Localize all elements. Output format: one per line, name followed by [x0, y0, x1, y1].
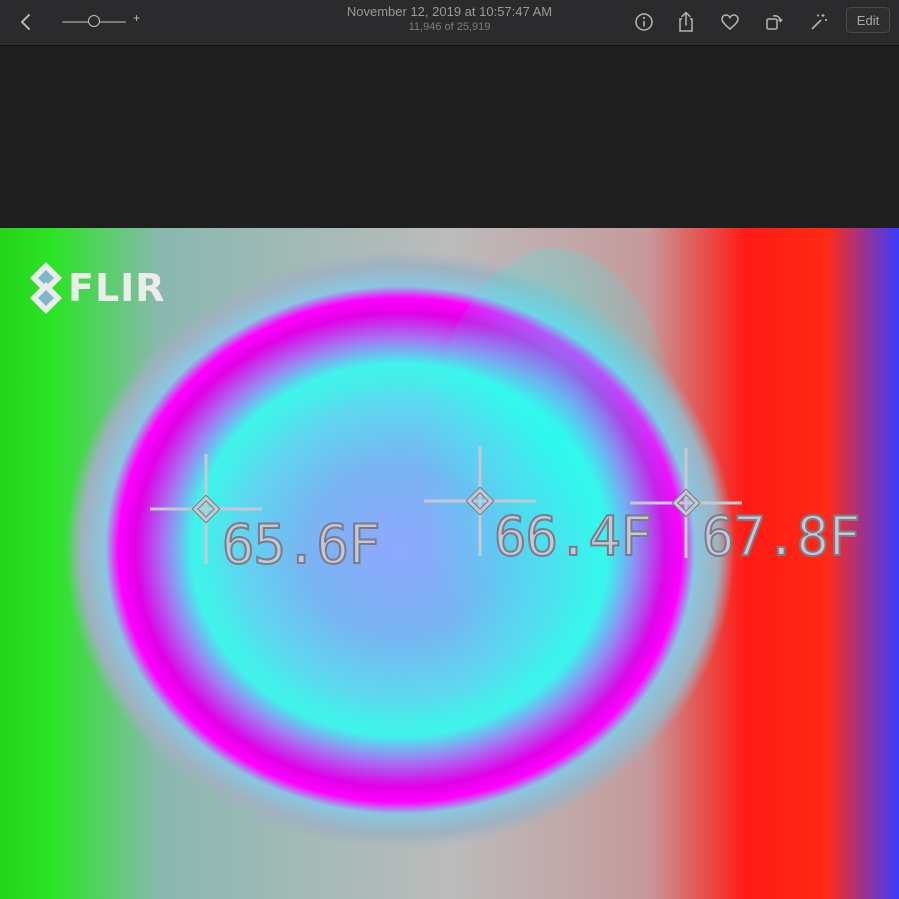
flir-logo-text: FLIR	[68, 266, 166, 310]
back-chevron-icon	[21, 14, 30, 30]
info-button[interactable]	[630, 8, 658, 36]
photo-title: November 12, 2019 at 10:57:47 AM 11,946 …	[0, 4, 899, 34]
photo-viewer-toolbar: + November 12, 2019 at 10:57:47 AM 11,94…	[0, 0, 899, 46]
spot-meter-2-reading: 66.4F	[493, 505, 654, 568]
spot-meter-1-reading: 65.6F	[221, 513, 382, 576]
back-button[interactable]	[12, 8, 40, 36]
thermal-photo[interactable]: FLIR 65.6F 66.4F 67.8F	[0, 228, 899, 899]
edit-button[interactable]: Edit	[846, 7, 890, 33]
favorite-button[interactable]	[716, 8, 744, 36]
zoom-slider[interactable]	[62, 14, 130, 30]
photo-date: November 12, 2019 at 10:57:47 AM	[346, 4, 553, 19]
rotate-button[interactable]	[760, 8, 788, 36]
spot-meter-3-crosshair-icon	[630, 448, 742, 558]
auto-enhance-button[interactable]	[805, 8, 833, 36]
share-icon	[679, 11, 693, 32]
zoom-slider-knob[interactable]	[88, 15, 100, 27]
share-button[interactable]	[672, 8, 700, 36]
spot-meter-2-crosshair-icon	[424, 446, 536, 556]
spot-meter-3-reading: 67.8F	[701, 505, 862, 568]
magic-wand-icon	[811, 14, 827, 30]
flir-diamond-icon	[30, 262, 62, 314]
zoom-plus-label: +	[133, 11, 141, 25]
thermal-cool-region	[420, 248, 690, 748]
photo-position: 11,946 of 25,919	[408, 21, 491, 33]
rotate-icon	[766, 15, 783, 30]
info-icon	[635, 13, 653, 31]
heart-icon	[721, 14, 739, 30]
flir-logo: FLIR	[28, 260, 166, 316]
spot-meter-1-crosshair-icon	[150, 454, 262, 564]
